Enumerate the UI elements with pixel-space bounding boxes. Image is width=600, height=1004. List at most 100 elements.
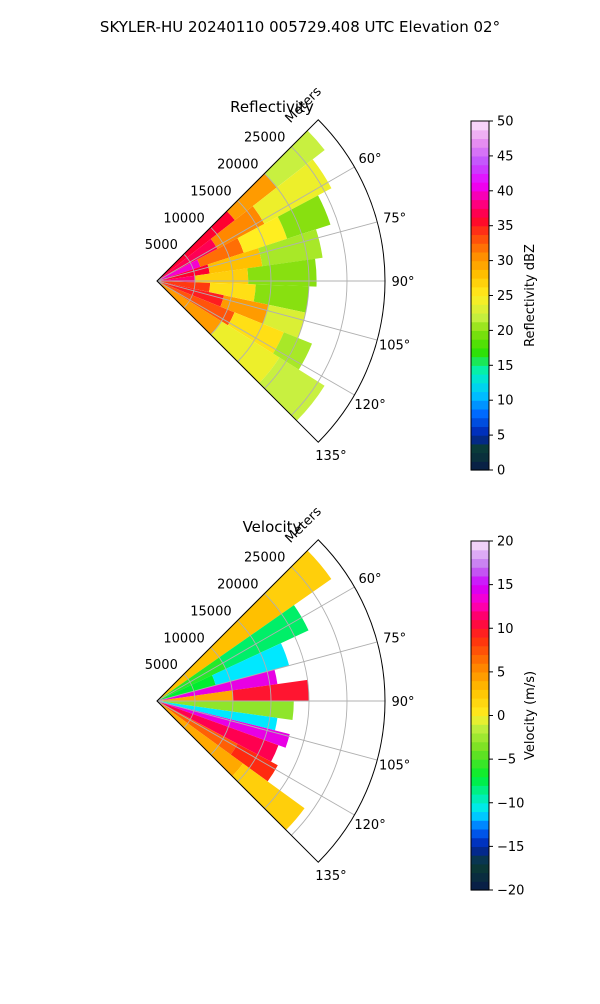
reflectivity-field-cell-15: [247, 258, 317, 287]
velocity-range-tick-label-4: 25000: [244, 551, 285, 566]
reflectivity-field-cell-1: [226, 173, 277, 221]
reflectivity-colorbar-segment-9: [471, 382, 489, 393]
velocity-colorbar-segment-11: [471, 785, 489, 795]
velocity-colorbar-tick-label-2: −10: [497, 796, 524, 811]
velocity-range-tick-label-3: 20000: [217, 578, 258, 593]
velocity-azimuth-spoke-3: [156, 700, 378, 761]
reflectivity-colorbar-segment-32: [471, 182, 489, 192]
velocity-colorbar-segment-15: [471, 750, 489, 760]
velocity-colorbar-segment-30: [471, 619, 489, 629]
reflectivity-azimuth-spoke-1: [156, 221, 378, 282]
reflectivity-field-cell-7: [197, 238, 244, 267]
reflectivity-colorbar-tick-label-8: 40: [497, 184, 514, 199]
reflectivity-colorbar-segment-1: [471, 452, 489, 462]
reflectivity-field-cell-14: [194, 268, 249, 285]
velocity-colorbar-tick-label-7: 15: [497, 578, 514, 593]
reflectivity-field-cell-24: [273, 332, 313, 370]
velocity-colorbar-segment-13: [471, 767, 489, 778]
reflectivity-field-cell-27: [259, 357, 325, 421]
reflectivity-panel: Reflectivity500010000150002000025000Mete…: [145, 84, 538, 478]
velocity-colorbar-segment-10: [471, 794, 489, 804]
velocity-frame: [156, 539, 386, 863]
velocity-colorbar-segment-6: [471, 828, 489, 839]
reflectivity-colorbar-segment-33: [471, 173, 489, 183]
velocity-colorbar-label: Velocity (m/s): [523, 671, 538, 760]
velocity-field-cell-2: [157, 657, 226, 701]
reflectivity-colorbar-segment-25: [471, 243, 489, 253]
velocity-colorbar-segment-21: [471, 698, 489, 708]
reflectivity-colorbar-tick-label-1: 5: [497, 429, 505, 444]
reflectivity-field-cell-26: [210, 321, 280, 384]
reflectivity-colorbar-segment-21: [471, 278, 489, 288]
velocity-field-cell-5: [212, 643, 290, 686]
velocity-field-cell-16: [232, 763, 305, 830]
reflectivity-field-cell-25: [157, 281, 222, 335]
reflectivity-field-cell-8: [237, 216, 288, 253]
reflectivity-colorbar-segment-39: [471, 121, 489, 131]
velocity-colorbar-segment-35: [471, 575, 489, 586]
velocity-colorbar-segment-17: [471, 732, 489, 743]
reflectivity-colorbar-segment-37: [471, 138, 489, 148]
velocity-field-cell-4: [157, 675, 216, 701]
reflectivity-field-cell-19: [157, 281, 224, 307]
velocity-colorbar-segment-7: [471, 820, 489, 830]
reflectivity-colorbar-segment-12: [471, 356, 489, 366]
reflectivity-field-cell-18: [253, 284, 309, 313]
velocity-azimuth-spoke-1: [156, 641, 378, 702]
velocity-field-cell-12: [157, 701, 279, 762]
reflectivity-colorbar-segment-22: [471, 269, 489, 279]
velocity-azimuth-tick-label-1: 75°: [383, 631, 406, 646]
velocity-colorbar-segment-8: [471, 811, 489, 821]
velocity-field-cell-1: [264, 550, 332, 614]
reflectivity-azimuth-spoke-0: [156, 166, 355, 282]
velocity-colorbar-segment-24: [471, 671, 489, 682]
reflectivity-field-cell-10: [157, 264, 210, 281]
reflectivity-colorbar-segment-31: [471, 190, 489, 201]
velocity-colorbar-segment-31: [471, 610, 489, 621]
velocity-azimuth-tick-label-4: 120°: [354, 818, 385, 833]
reflectivity-field: [157, 130, 332, 421]
reflectivity-colorbar-segment-27: [471, 225, 489, 236]
reflectivity-field-cell-20: [220, 295, 269, 324]
reflectivity-colorbar-segment-17: [471, 312, 489, 323]
reflectivity-range-tick-label-2: 15000: [190, 184, 231, 199]
reflectivity-colorbar-segment-11: [471, 365, 489, 375]
velocity-field-cell-15: [157, 701, 244, 777]
reflectivity-colorbar-segment-38: [471, 129, 489, 140]
reflectivity-field-cell-2: [264, 130, 325, 188]
velocity-colorbar-segment-32: [471, 602, 489, 612]
reflectivity-azimuth-tick-label-3: 105°: [379, 339, 410, 354]
reflectivity-azimuth-tick-label-0: 60°: [359, 152, 382, 167]
reflectivity-colorbar-segment-34: [471, 164, 489, 174]
velocity-colorbar-tick-label-4: 0: [497, 709, 505, 724]
reflectivity-azimuth-tick-label-4: 120°: [354, 398, 385, 413]
velocity-azimuth-tick-label-0: 60°: [359, 572, 382, 587]
velocity-colorbar-segment-26: [471, 654, 489, 664]
velocity-range-tick-label-1: 10000: [163, 631, 204, 646]
velocity-colorbar-tick-label-0: −20: [497, 884, 524, 899]
reflectivity-colorbar-segment-14: [471, 339, 489, 349]
reflectivity-colorbar-segment-5: [471, 417, 489, 427]
velocity-colorbar-segment-16: [471, 741, 489, 751]
velocity-grid: [156, 566, 385, 836]
reflectivity-azimuth-tick-label-5: 135°: [315, 449, 346, 464]
velocity-colorbar-segment-4: [471, 846, 489, 856]
reflectivity-colorbar-segment-6: [471, 408, 489, 419]
reflectivity-field-cell-0: [157, 211, 235, 281]
velocity-colorbar-segment-1: [471, 872, 489, 882]
velocity-field-cell-14: [230, 743, 278, 782]
reflectivity-azimuth-spoke-4: [156, 280, 355, 396]
reflectivity-azimuth-spoke-3: [156, 280, 378, 341]
velocity-colorbar-tick-label-3: −5: [497, 753, 516, 768]
figure-title: SKYLER-HU 20240110 005729.408 UTC Elevat…: [100, 18, 500, 36]
reflectivity-colorbar-tick-label-4: 20: [497, 324, 514, 339]
reflectivity-colorbar-tick-label-9: 45: [497, 149, 514, 164]
velocity-azimuth-spoke-0: [156, 586, 355, 702]
reflectivity-colorbar-segment-28: [471, 216, 489, 227]
velocity-colorbar-segment-25: [471, 663, 489, 673]
velocity-colorbar-tick-label-5: 5: [497, 665, 505, 680]
velocity-azimuth-tick-label-2: 90°: [391, 695, 414, 710]
reflectivity-range-tick-label-3: 20000: [217, 158, 258, 173]
velocity-field-cell-9: [157, 701, 294, 721]
